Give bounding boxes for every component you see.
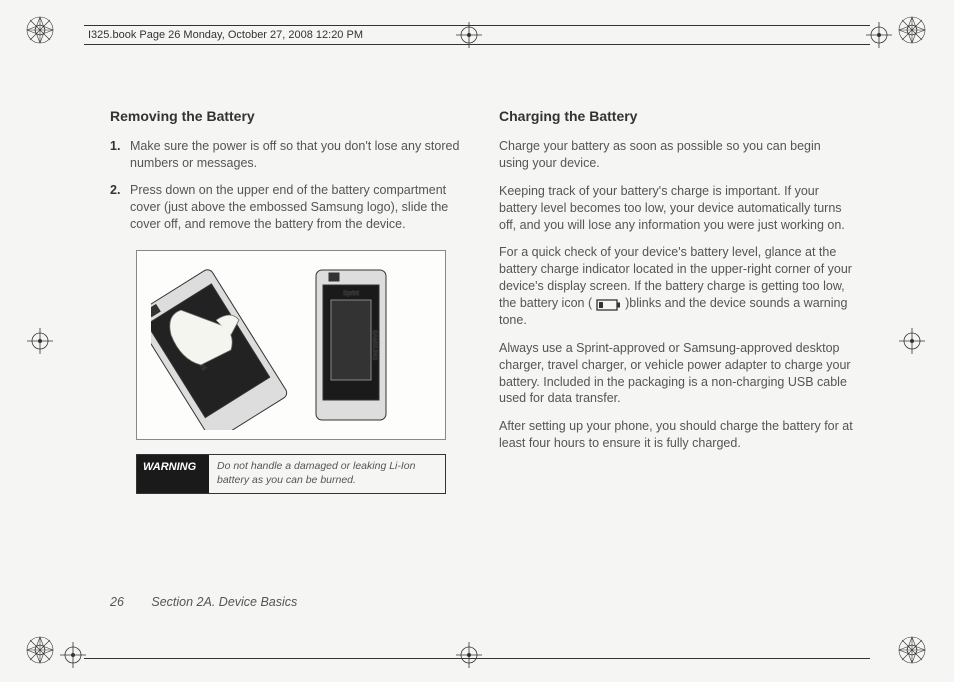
paragraph: Always use a Sprint-approved or Samsung-… [499, 340, 854, 408]
battery-icon [596, 299, 622, 311]
warning-box: WARNING Do not handle a damaged or leaki… [136, 454, 446, 493]
step-text: Press down on the upper end of the batte… [130, 182, 465, 233]
right-column: Charging the Battery Charge your battery… [499, 108, 854, 494]
crosshair-left [27, 328, 53, 354]
paragraph: Charge your battery as soon as possible … [499, 138, 854, 172]
registration-mark-bl [26, 636, 54, 664]
step-1: 1. Make sure the power is off so that yo… [110, 138, 465, 172]
battery-removal-illustration: Sprint SAMSUNG Sprint [136, 250, 446, 440]
registration-mark-tr [898, 16, 926, 44]
bottom-rule [84, 658, 870, 659]
heading-charging-battery: Charging the Battery [499, 108, 854, 124]
step-2: 2. Press down on the upper end of the ba… [110, 182, 465, 233]
step-text: Make sure the power is off so that you d… [130, 138, 465, 172]
left-column: Removing the Battery 1. Make sure the po… [110, 108, 465, 494]
warning-text: Do not handle a damaged or leaking Li-Io… [209, 455, 445, 492]
crosshair-right [899, 328, 925, 354]
heading-removing-battery: Removing the Battery [110, 108, 465, 124]
registration-mark-br [898, 636, 926, 664]
paragraph: Keeping track of your battery's charge i… [499, 183, 854, 234]
section-title: Section 2A. Device Basics [151, 595, 297, 609]
warning-label: WARNING [137, 455, 209, 492]
header-text: I325.book Page 26 Monday, October 27, 20… [88, 29, 363, 41]
step-number: 1. [110, 138, 130, 172]
svg-text:SAMSUNG: SAMSUNG [371, 330, 377, 361]
page-number: 26 [110, 595, 124, 609]
step-number: 2. [110, 182, 130, 233]
document-header: I325.book Page 26 Monday, October 27, 20… [84, 25, 870, 45]
crosshair-bottom-2 [456, 642, 482, 668]
svg-text:Sprint: Sprint [343, 291, 359, 297]
paragraph-battery-icon: For a quick check of your device's batte… [499, 244, 854, 328]
page-footer: 26 Section 2A. Device Basics [110, 595, 297, 609]
registration-mark-tl [26, 16, 54, 44]
paragraph: After setting up your phone, you should … [499, 418, 854, 452]
crosshair-bottom-1 [60, 642, 86, 668]
